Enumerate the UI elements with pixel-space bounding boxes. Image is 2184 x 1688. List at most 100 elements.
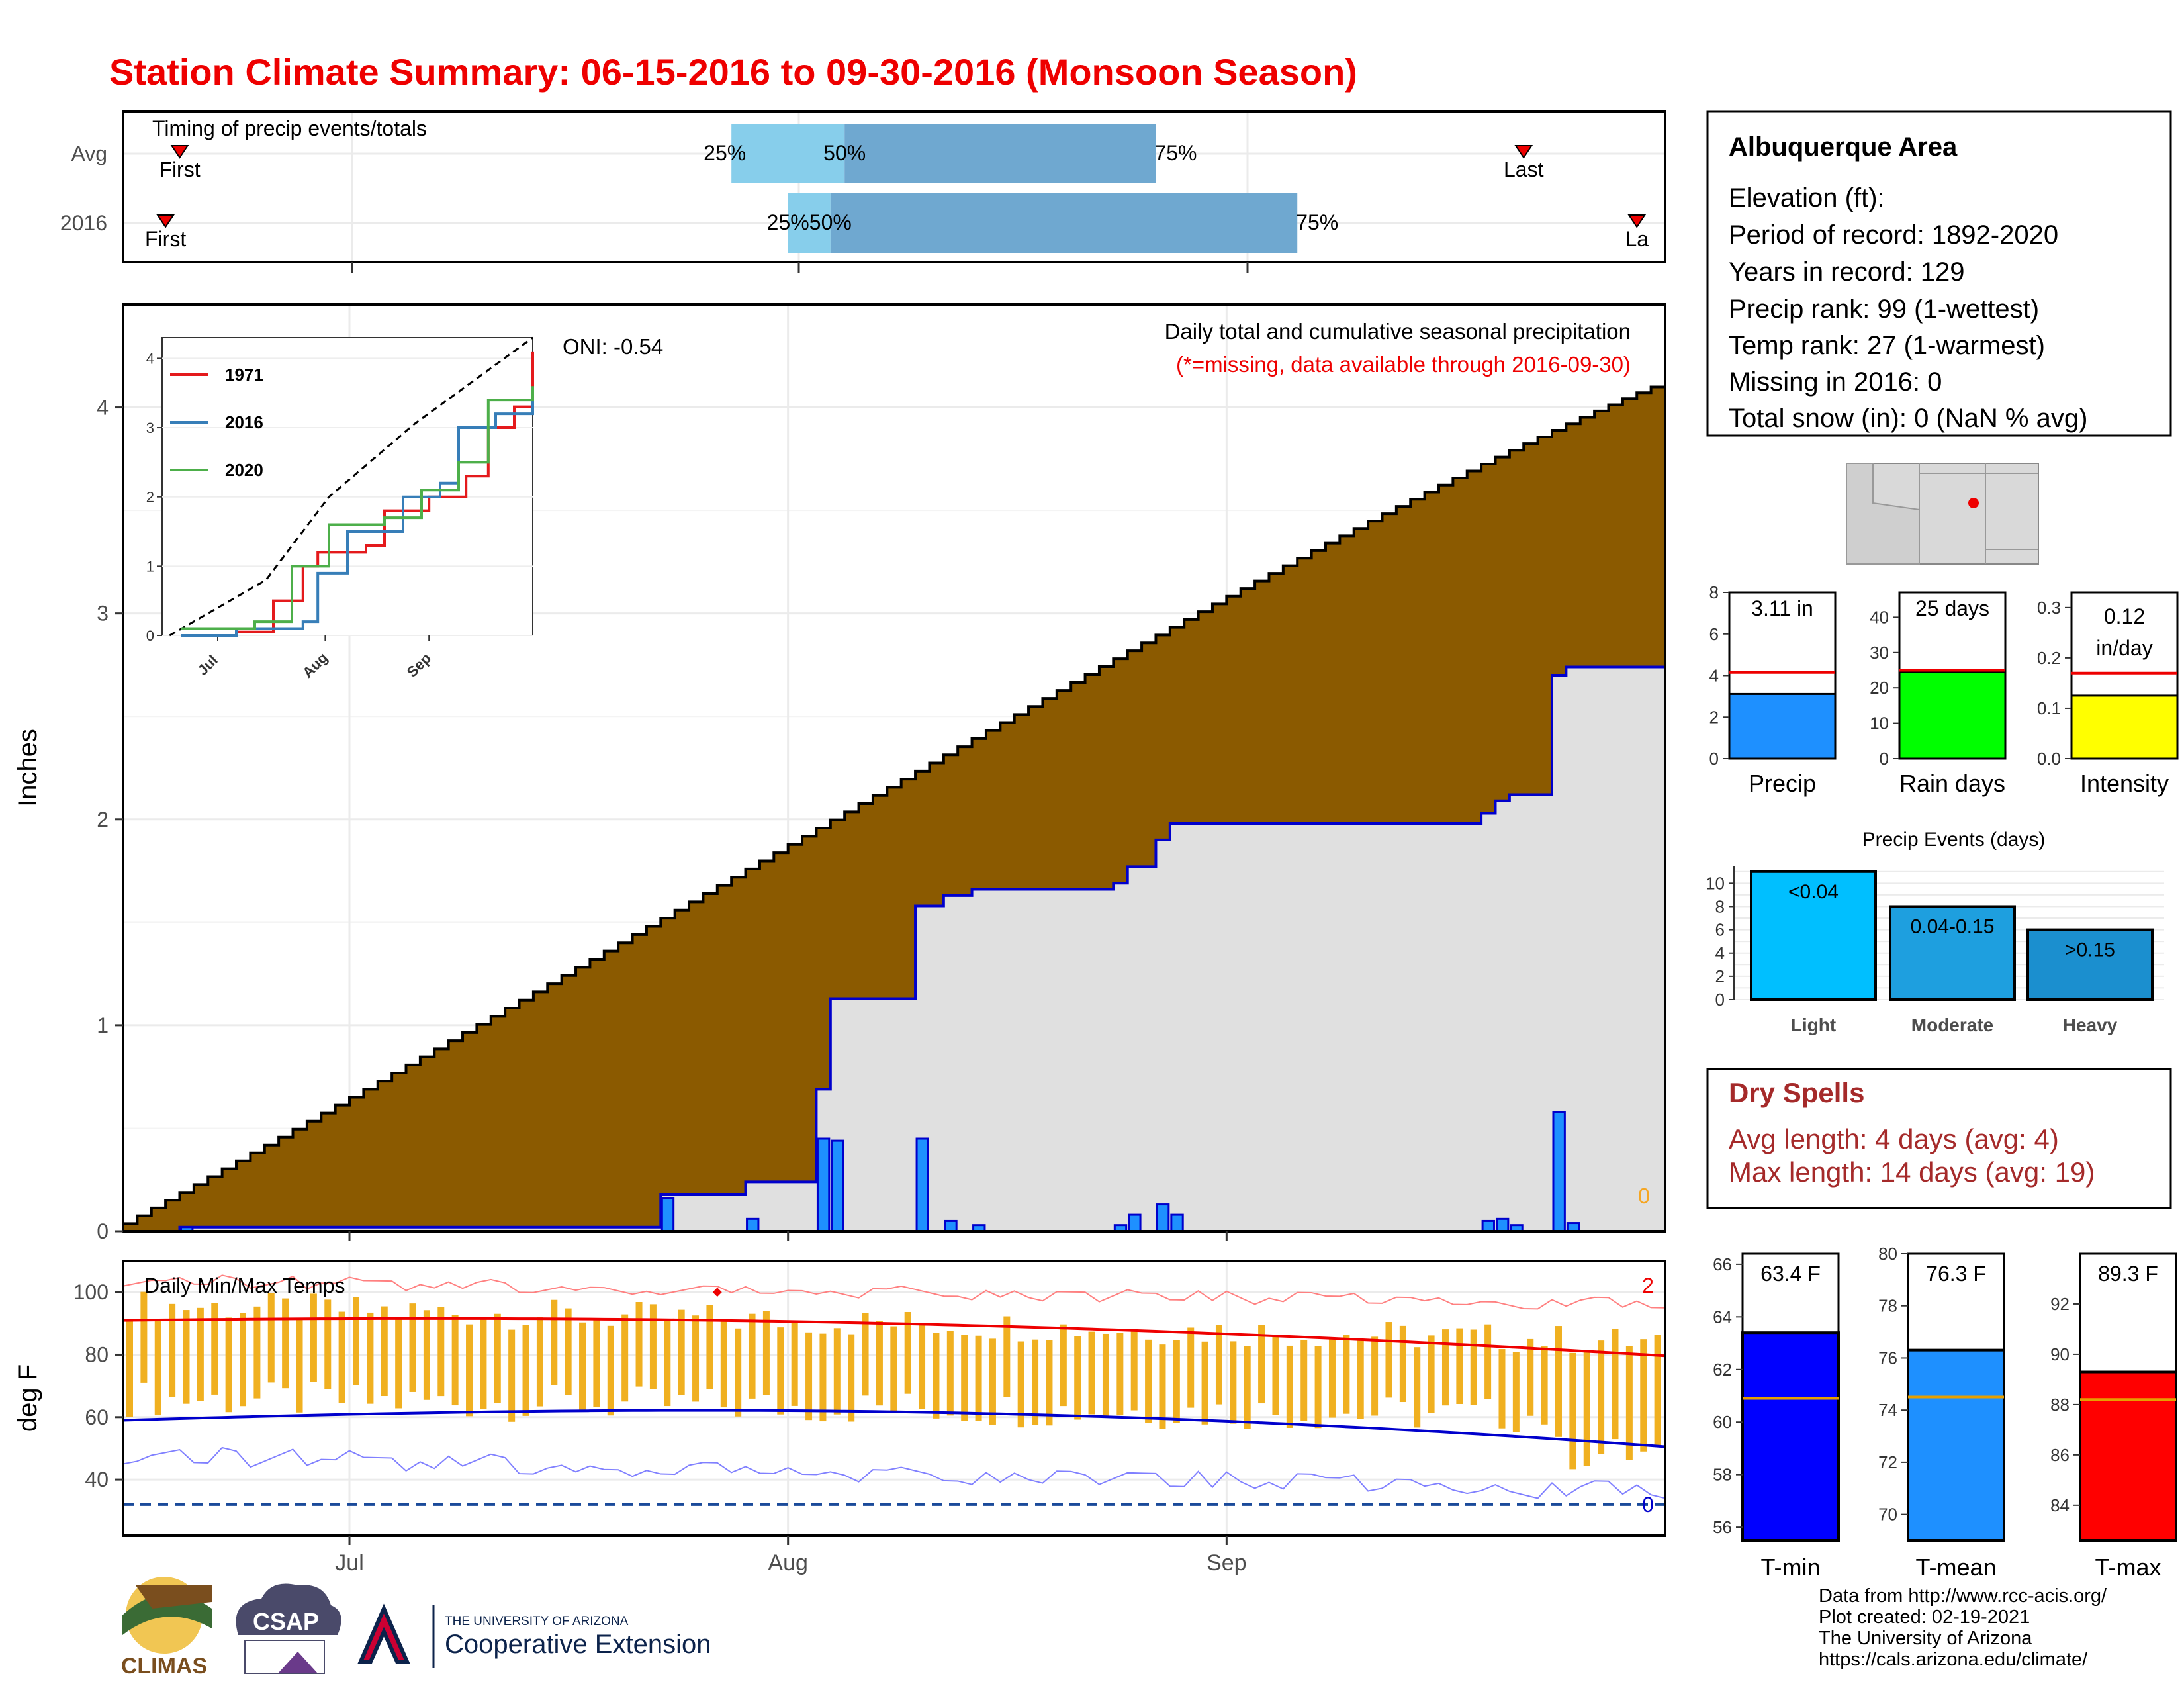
normal-low-line: [122, 1409, 1666, 1448]
daily-temp-bar: [451, 1315, 459, 1406]
daily-temp-bar: [1414, 1347, 1421, 1428]
inset-ytick-label: 2: [146, 489, 154, 506]
temp-summary-tick-label: 78: [1878, 1296, 1897, 1316]
inset-ytick-label: 1: [146, 558, 154, 575]
daily-temp-bar: [225, 1317, 232, 1413]
events-bar-label: >0.15: [2065, 939, 2115, 961]
events-tick-label: 2: [1715, 966, 1725, 986]
temp-summary-tick-label: 64: [1713, 1307, 1732, 1327]
daily-temp-bar: [1258, 1325, 1265, 1404]
temp-summary-name: T-min: [1761, 1554, 1821, 1581]
daily-temp-bar: [1357, 1338, 1364, 1419]
daily-precip-bar: [1552, 1111, 1566, 1233]
summary-value-unit: in/day: [2096, 636, 2152, 660]
daily-temp-bar: [848, 1334, 855, 1422]
daily-temp-bar: [1498, 1349, 1506, 1429]
events-tick-label: 4: [1715, 943, 1725, 963]
events-category: Moderate: [1911, 1015, 1993, 1035]
daily-temp-bar: [1187, 1327, 1195, 1408]
daily-temp-bar: [1159, 1344, 1166, 1429]
summary-tick-label: 30: [1870, 643, 1889, 663]
daily-temp-bar: [1512, 1352, 1520, 1432]
record-high-line: [122, 1274, 1666, 1310]
daily-temp-bar: [1527, 1338, 1534, 1416]
temp-summary-tick-label: 58: [1713, 1465, 1732, 1485]
daily-precip-bar: [915, 1137, 929, 1233]
daily-temp-bar: [692, 1315, 700, 1402]
daily-precip-bar: [1495, 1217, 1510, 1233]
temp-ytick-label: 60: [85, 1405, 109, 1429]
daily-temp-bar: [833, 1328, 841, 1415]
temp-summary-bar: [1741, 1331, 1840, 1542]
precip-events-chart: Precip Events (days) 0 2 4 6 8 10 <0.04 Light 0.…: [1706, 829, 2164, 1035]
daily-temp-bar: [423, 1310, 430, 1400]
events-bar: [1889, 905, 2016, 1002]
daily-temp-bar: [1640, 1339, 1647, 1452]
summary-value: 25 days: [1915, 596, 1989, 620]
events-tick-label: 6: [1715, 920, 1725, 940]
precip-ytick-label: 2: [97, 808, 109, 831]
daily-temp-bar: [154, 1319, 161, 1416]
dry-spells-max: Max length: 14 days (avg: 19): [1729, 1156, 2095, 1188]
university-logo: THE UNIVERSITY OF ARIZONA Cooperative Ex…: [357, 1603, 711, 1668]
daily-temp-bar: [551, 1299, 558, 1385]
daily-temp-bar: [762, 1311, 770, 1395]
daily-temp-bar: [395, 1317, 402, 1409]
temp-summary-value: 76.3 F: [1926, 1262, 1986, 1286]
dry-spells-box: Dry Spells Avg length: 4 days (avg: 4) M…: [1706, 1068, 2172, 1209]
temp-summary-bars: 63.4 F T-min 56 58 60 62 64 66 76.3 F T-mean 70 72 7…: [1713, 1244, 2177, 1581]
cold-count: 0: [1642, 1493, 1654, 1517]
station-precip-rank: Precip rank: 99 (1-wettest): [1729, 295, 2039, 324]
daily-temp-bar: [1272, 1335, 1279, 1415]
daily-precip-bar: [1481, 1219, 1495, 1233]
precip-ytick-label: 1: [97, 1013, 109, 1037]
daily-temp-bar: [1046, 1340, 1053, 1426]
daily-precip-bar: [1156, 1203, 1170, 1233]
daily-temp-bar: [494, 1313, 501, 1403]
daily-temp-bar: [1399, 1325, 1406, 1403]
daily-temp-bar: [593, 1319, 600, 1407]
daily-temp-bar: [706, 1305, 713, 1389]
dry-spells-avg: Avg length: 4 days (avg: 4): [1729, 1123, 2059, 1154]
summary-tick-label: 0.1: [2037, 698, 2061, 718]
last-event-marker: [1627, 214, 1647, 228]
inset-ytick-label: 0: [146, 628, 154, 644]
precip-ytick-label: 3: [97, 602, 109, 626]
daily-temp-bar: [819, 1333, 827, 1422]
station-location-dot: [1968, 498, 1979, 508]
inset-series-line: [181, 386, 534, 630]
daily-temp-bar: [989, 1338, 996, 1425]
summary-name: Intensity: [2080, 770, 2169, 797]
daily-temp-bar: [1541, 1346, 1548, 1425]
temp-summary-bar: [2079, 1370, 2177, 1542]
daily-precip-bar: [831, 1139, 844, 1233]
events-bar-label: 0.04-0.15: [1911, 915, 1995, 937]
temp-summary-value: 63.4 F: [1760, 1262, 1821, 1286]
temp-ytick-label: 80: [85, 1342, 109, 1366]
daily-temp-bar: [1074, 1335, 1081, 1420]
climas-logo: CLIMAS: [121, 1577, 212, 1679]
daily-temp-bar: [607, 1325, 614, 1416]
summary-value: 0.12: [2104, 604, 2145, 628]
daily-temp-bar: [1003, 1316, 1011, 1398]
daily-temp-bar: [919, 1325, 926, 1409]
month-label: Sep: [1206, 1550, 1247, 1575]
daily-temp-bar: [946, 1331, 954, 1416]
temp-summary-tick-label: 80: [1878, 1244, 1897, 1264]
first-event-marker: [156, 214, 175, 228]
daily-temp-bar: [1201, 1341, 1208, 1425]
record-hot-marker: [712, 1288, 722, 1297]
temp-ytick-label: 40: [85, 1468, 109, 1491]
daily-temp-bar: [1230, 1341, 1237, 1424]
daily-precip-bar: [944, 1219, 958, 1233]
events-tick-label: 0: [1715, 990, 1725, 1009]
summary-tick-label: 6: [1709, 624, 1719, 644]
daily-temp-bar: [1032, 1339, 1039, 1425]
last-event-label: Last: [1504, 158, 1544, 181]
inset-ytick-label: 3: [146, 420, 154, 436]
station-name: Albuquerque Area: [1729, 132, 1958, 162]
summary-tick-label: 8: [1709, 583, 1719, 602]
daily-temp-bar: [961, 1335, 968, 1421]
daily-temp-bar: [904, 1311, 911, 1394]
inset-legend-label: 2016: [225, 412, 263, 432]
